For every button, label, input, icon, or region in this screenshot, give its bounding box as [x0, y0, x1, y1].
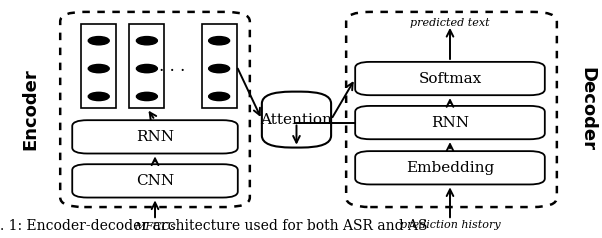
FancyBboxPatch shape [355, 151, 545, 184]
Circle shape [137, 64, 157, 73]
Text: . . .: . . . [159, 58, 185, 75]
Circle shape [209, 92, 229, 101]
Text: RNN: RNN [136, 130, 174, 144]
Text: RNN: RNN [431, 116, 469, 129]
Circle shape [209, 37, 229, 45]
FancyBboxPatch shape [72, 164, 238, 198]
Text: CNN: CNN [136, 174, 174, 188]
Bar [129, 24, 164, 108]
Circle shape [88, 92, 109, 101]
FancyBboxPatch shape [355, 106, 545, 139]
FancyBboxPatch shape [72, 120, 238, 154]
Text: Decoder: Decoder [578, 68, 596, 151]
Circle shape [137, 92, 157, 101]
Circle shape [88, 37, 109, 45]
FancyBboxPatch shape [355, 62, 545, 95]
Text: Embedding: Embedding [406, 161, 494, 175]
Bar [81, 24, 116, 108]
Circle shape [137, 37, 157, 45]
Text: MFCCs: MFCCs [134, 222, 176, 232]
Circle shape [88, 64, 109, 73]
Text: Attention: Attention [261, 113, 332, 127]
Text: predicted text: predicted text [410, 18, 490, 28]
Circle shape [209, 64, 229, 73]
Text: Encoder: Encoder [21, 69, 39, 150]
FancyBboxPatch shape [60, 12, 250, 207]
Text: prediction history: prediction history [400, 220, 500, 230]
Text: Softmax: Softmax [418, 72, 482, 85]
Bar [202, 24, 237, 108]
Text: . 1: Encoder-decoder architecture used for both ASR and AS: . 1: Encoder-decoder architecture used f… [0, 219, 427, 233]
FancyBboxPatch shape [262, 92, 331, 148]
FancyBboxPatch shape [346, 12, 557, 207]
